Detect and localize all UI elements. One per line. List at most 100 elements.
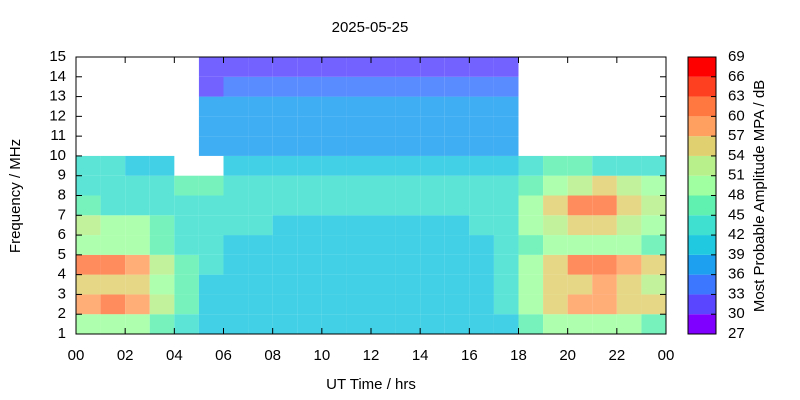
heat-cell [76, 235, 101, 255]
heat-cell [125, 254, 150, 275]
heat-cell [248, 314, 273, 334]
heat-cell [272, 175, 298, 196]
heat-cell [297, 235, 322, 255]
heat-cell [518, 215, 544, 236]
heat-cell [493, 57, 519, 77]
heat-cell [125, 235, 150, 255]
heat-cell [198, 254, 224, 275]
heat-cell [346, 57, 371, 77]
heat-cell [272, 116, 298, 137]
heat-cell [567, 294, 593, 315]
x-tick-label: 20 [559, 347, 576, 364]
heat-cell [321, 57, 347, 77]
colorbar-swatch [688, 235, 716, 255]
heat-cell [174, 274, 199, 295]
heat-cell [493, 96, 519, 117]
heat-cell [223, 195, 249, 216]
heat-cell [444, 136, 470, 156]
heat-cell [321, 314, 347, 334]
heat-cell [297, 294, 322, 315]
heat-cell [444, 235, 470, 255]
heat-cell [616, 155, 642, 176]
heat-cell [321, 195, 347, 216]
heat-cell [248, 195, 273, 216]
heat-cell [469, 175, 494, 196]
colorbar-tick-label: 42 [728, 226, 745, 243]
heat-cell [125, 294, 150, 315]
heat-cell [493, 76, 519, 97]
heat-cell [346, 254, 371, 275]
heat-cell [469, 195, 494, 216]
heat-cell [543, 215, 568, 236]
heat-cell [272, 195, 298, 216]
heat-cell [616, 215, 642, 236]
heat-cell [248, 235, 273, 255]
heat-cell [469, 155, 494, 176]
heat-cell [198, 294, 224, 315]
heat-cell [616, 274, 642, 295]
heat-cell [592, 274, 617, 295]
heat-cell [395, 314, 421, 334]
heat-cell [297, 254, 322, 275]
heat-cell [616, 254, 642, 275]
heat-cell [420, 136, 445, 156]
heat-cell [469, 215, 494, 236]
heat-cell [321, 294, 347, 315]
heat-cell [321, 76, 347, 97]
heat-cell [346, 314, 371, 334]
heat-cell [223, 136, 249, 156]
y-tick-label: 6 [58, 226, 66, 243]
x-tick-label: 00 [68, 347, 85, 364]
heat-cell [371, 294, 396, 315]
heat-cell [321, 136, 347, 156]
heat-cell [223, 96, 249, 117]
heat-cell [493, 215, 519, 236]
heat-cell [272, 57, 298, 77]
heat-cell [371, 254, 396, 275]
chart-title: 2025-05-25 [332, 19, 409, 36]
heat-cell [420, 57, 445, 77]
heat-cell [248, 254, 273, 275]
colorbar-swatch [688, 175, 716, 196]
y-tick-label: 14 [49, 68, 66, 85]
heat-cell [321, 215, 347, 236]
heat-cell [518, 235, 544, 255]
x-tick-label: 02 [117, 347, 134, 364]
y-tick-label: 7 [58, 206, 66, 223]
heat-cell [420, 175, 445, 196]
heat-cell [469, 57, 494, 77]
heat-cell [198, 57, 224, 77]
x-tick-label: 14 [412, 347, 429, 364]
heat-cell [248, 76, 273, 97]
heat-cell [567, 175, 593, 196]
y-tick-label: 11 [50, 127, 66, 144]
colorbar-swatch [688, 294, 716, 315]
heat-cell [223, 294, 249, 315]
heat-cell [395, 155, 421, 176]
heat-cell [493, 235, 519, 255]
heat-cell [444, 155, 470, 176]
heat-cell [76, 274, 101, 295]
heat-cell [272, 314, 298, 334]
heat-cell [297, 76, 322, 97]
heat-cell [272, 254, 298, 275]
heat-cell [641, 274, 666, 295]
heat-cell [297, 215, 322, 236]
heat-cell [272, 76, 298, 97]
heat-cell [592, 314, 617, 334]
colorbar-swatch [688, 314, 716, 334]
heat-cell [469, 116, 494, 137]
heat-cell [198, 175, 224, 196]
heat-cell [543, 175, 568, 196]
heat-cell [100, 235, 126, 255]
heat-cell [371, 76, 396, 97]
heat-cell [248, 274, 273, 295]
heat-cell [223, 175, 249, 196]
heat-cell [543, 235, 568, 255]
heat-cell [395, 76, 421, 97]
heat-cell [371, 215, 396, 236]
heat-cell [420, 235, 445, 255]
heat-cell [371, 274, 396, 295]
heat-cell [592, 294, 617, 315]
heat-cell [420, 254, 445, 275]
